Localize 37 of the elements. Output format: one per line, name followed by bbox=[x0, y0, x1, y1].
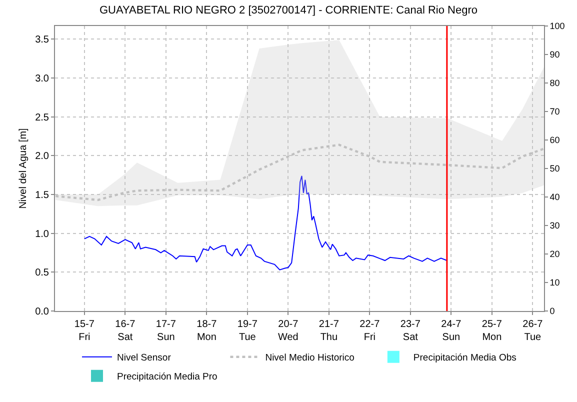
y-tick-label: 0.5 bbox=[35, 268, 50, 279]
x-tick-label: 21-7 Thu bbox=[318, 319, 340, 343]
y-tick-label: 3.0 bbox=[35, 74, 50, 85]
y-tick-label: 1.5 bbox=[35, 190, 50, 202]
y2-tick-label: 50 bbox=[550, 164, 560, 174]
x-tick-label: 18-7 Mon bbox=[196, 319, 218, 343]
x-tick-label: 16-7 Sat bbox=[115, 319, 136, 343]
x-tick-label: 24-7 Sun bbox=[441, 319, 462, 343]
y2-tick-label: 100 bbox=[550, 21, 565, 32]
x-tick-label: 25-7 Mon bbox=[482, 319, 502, 343]
y2-tick-label: 90 bbox=[550, 50, 560, 60]
y-axis-title: Nivel del Agua [m] bbox=[18, 128, 30, 209]
y2-tick-label: 70 bbox=[550, 106, 560, 117]
y-tick-label: 0.0 bbox=[35, 306, 50, 318]
y-tick-label: 2.0 bbox=[35, 151, 50, 162]
y2-tick-label: 40 bbox=[550, 192, 560, 202]
x-tick-label: 26-7 Tue bbox=[522, 319, 544, 343]
x-tick-label: 15-7 Fri bbox=[74, 319, 95, 343]
x-tick-label: 22-7 Fri bbox=[360, 319, 380, 343]
y2-tick-label: 60 bbox=[550, 135, 560, 146]
x-tick-label: 20-7 Wed bbox=[278, 319, 299, 343]
y-tick-label: 3.5 bbox=[35, 34, 50, 46]
legend-label: Precipitación Media Obs bbox=[413, 352, 517, 364]
y2-tick-label: 30 bbox=[550, 220, 560, 231]
x-tick-label: 23-7 Sat bbox=[400, 319, 421, 343]
y2-tick-label: 0 bbox=[550, 306, 555, 316]
y-tick-label: 1.0 bbox=[35, 228, 50, 240]
x-tick-label: 17-7 Sun bbox=[156, 319, 176, 343]
y2-tick-label: 80 bbox=[550, 78, 560, 88]
legend-label: Nivel Medio Historico bbox=[265, 352, 354, 364]
legend-label: Precipitación Media Pro bbox=[117, 372, 218, 383]
y-tick-label: 2.5 bbox=[35, 112, 50, 124]
chart-title: GUAYABETAL RIO NEGRO 2 [3502700147] - CORRIENTE: Canal Rio Negro bbox=[99, 4, 478, 17]
x-tick-label: 19-7 Tue bbox=[237, 319, 258, 343]
y2-tick-label: 20 bbox=[550, 249, 560, 260]
y2-tick-label: 10 bbox=[550, 278, 560, 288]
legend-label: Nivel Sensor bbox=[117, 352, 171, 364]
